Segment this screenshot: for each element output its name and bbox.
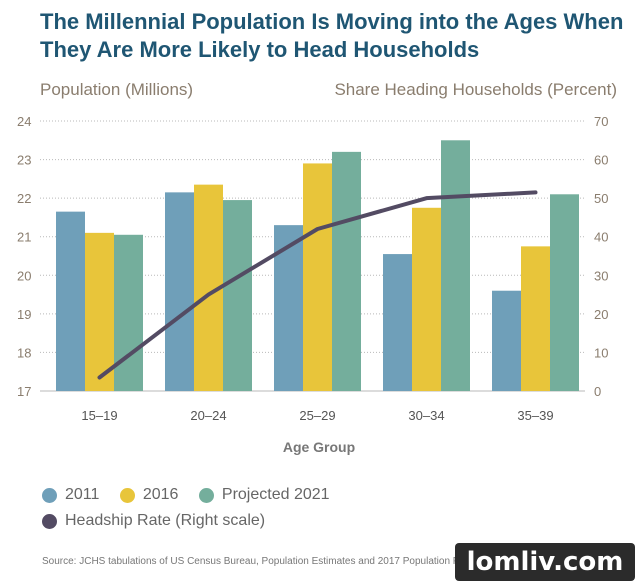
y-tick-label: 17	[17, 384, 31, 399]
x-axis-title: Age Group	[283, 439, 355, 455]
x-tick-label: 35–39	[517, 408, 553, 423]
y2-tick-label: 60	[594, 153, 608, 168]
x-tick-label: 15–19	[81, 408, 117, 423]
bar-2011-0	[56, 211, 85, 391]
y2-tick-label: 40	[594, 230, 608, 245]
y2-tick-label: 0	[594, 384, 601, 399]
y-axis-ticks: 17 18 19 20 21 22 23 24	[17, 114, 31, 399]
watermark-logo: lomliv.com	[455, 543, 635, 581]
y-tick-label: 22	[17, 191, 31, 206]
headship-line-series	[97, 190, 538, 380]
bar-2011-4	[492, 290, 521, 391]
legend-swatch-2011	[42, 487, 57, 503]
bar-2011-2	[274, 225, 303, 391]
bar-projected-2021-2	[332, 151, 361, 391]
legend-item-2016: 2016	[119, 486, 179, 504]
y2-tick-label: 20	[594, 307, 608, 322]
bar-2016-2	[303, 163, 332, 391]
bar-series	[56, 140, 579, 391]
chart-title: The Millennial Population Is Moving into…	[40, 9, 624, 62]
y-tick-label: 23	[17, 153, 31, 168]
bar-2016-0	[85, 232, 114, 391]
y-tick-label: 18	[17, 345, 31, 360]
legend-label-2021: Projected 2021	[221, 486, 330, 503]
legend-label-2011: 2011	[65, 486, 100, 503]
bar-projected-2021-0	[114, 234, 143, 391]
y-tick-label: 24	[17, 114, 31, 129]
y2-tick-label: 30	[594, 268, 608, 283]
y2-axis-ticks: 0 10 20 30 40 50 60 70	[594, 114, 608, 399]
legend-swatch-2021	[198, 487, 214, 503]
y-axis-title: Population (Millions)	[40, 80, 193, 99]
legend: 2011 2016 Projected 2021	[42, 486, 346, 508]
legend-line: Headship Rate (Right scale)	[42, 512, 281, 534]
bar-projected-2021-1	[223, 200, 252, 391]
y-tick-label: 19	[17, 307, 31, 322]
bar-projected-2021-3	[441, 140, 470, 391]
legend-item-headship: Headship Rate (Right scale)	[42, 512, 265, 530]
bar-2016-3	[412, 207, 441, 391]
bar-2011-1	[165, 192, 194, 391]
y-tick-label: 21	[17, 230, 31, 245]
legend-label-2016: 2016	[142, 486, 179, 503]
legend-item-2021: Projected 2021	[198, 486, 330, 504]
y-tick-label: 20	[17, 268, 31, 283]
y2-axis-title: Share Heading Households (Percent)	[334, 80, 617, 99]
x-tick-label: 30–34	[408, 408, 444, 423]
source-note: Source: JCHS tabulations of US Census Bu…	[42, 556, 506, 567]
x-tick-label: 20–24	[190, 408, 226, 423]
bar-2011-3	[383, 254, 412, 391]
legend-label-headship: Headship Rate (Right scale)	[65, 512, 266, 529]
x-axis-ticks: 15–19 20–24 25–29 30–34 35–39	[81, 408, 553, 423]
bar-projected-2021-4	[550, 194, 579, 391]
bar-2016-4	[521, 246, 550, 391]
x-tick-label: 25–29	[299, 408, 335, 423]
legend-item-2011: 2011	[42, 486, 99, 504]
chart-area: Population (Millions) Share Heading Hous…	[17, 80, 617, 455]
y2-tick-label: 10	[594, 345, 608, 360]
y2-tick-label: 70	[594, 114, 608, 129]
legend-swatch-headship	[42, 513, 57, 529]
y2-tick-label: 50	[594, 191, 608, 206]
legend-swatch-2016	[119, 487, 135, 503]
